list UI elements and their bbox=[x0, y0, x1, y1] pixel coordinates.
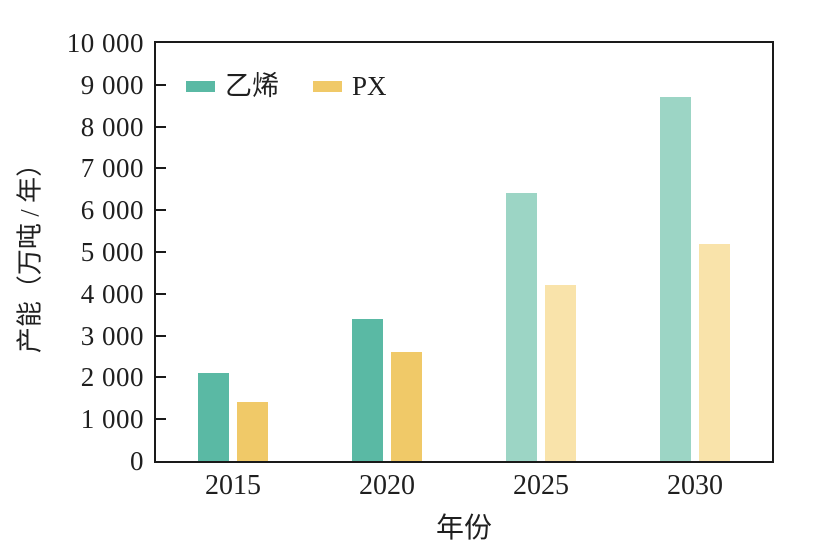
y-tick-mark bbox=[156, 83, 166, 86]
y-tick-label: 5 000 bbox=[80, 237, 144, 267]
y-tick-label: 3 000 bbox=[80, 320, 144, 351]
y-tick-mark bbox=[156, 167, 166, 170]
bar-ethylene-2020 bbox=[352, 318, 383, 461]
y-tick-mark bbox=[156, 209, 166, 212]
x-tick-label: 2025 bbox=[513, 470, 569, 501]
bar-px-2025 bbox=[545, 285, 576, 461]
bar-px-2030 bbox=[699, 243, 730, 461]
y-tick-label: 2 000 bbox=[80, 362, 144, 393]
y-tick-label: 9 000 bbox=[80, 69, 144, 100]
y-tick-mark bbox=[156, 125, 166, 128]
y-tick-mark bbox=[156, 418, 166, 421]
y-tick-label: 8 000 bbox=[80, 111, 144, 142]
bar-ethylene-2025 bbox=[506, 193, 537, 461]
x-tick-label: 2030 bbox=[667, 470, 723, 501]
plot-area: 乙烯 PX bbox=[154, 41, 774, 463]
y-tick-mark bbox=[156, 251, 166, 253]
y-tick-label: 1 000 bbox=[80, 404, 144, 435]
bar-px-2015 bbox=[237, 402, 268, 461]
y-tick-mark bbox=[156, 334, 166, 337]
legend-label-px: PX bbox=[352, 71, 387, 101]
y-tick-label: 6 000 bbox=[80, 195, 144, 226]
y-tick-label: 7 000 bbox=[80, 153, 144, 184]
bar-px-2020 bbox=[391, 352, 422, 461]
x-tick-label: 2020 bbox=[359, 470, 415, 501]
legend-swatch-px-icon bbox=[313, 80, 342, 92]
y-tick-label: 10 000 bbox=[66, 28, 144, 58]
y-tick-label: 4 000 bbox=[80, 278, 144, 309]
y-tick-mark bbox=[156, 292, 166, 295]
bar-ethylene-2030 bbox=[660, 97, 691, 461]
x-tick-label: 2015 bbox=[205, 470, 261, 501]
bar-ethylene-2015 bbox=[198, 373, 229, 461]
y-tick-mark bbox=[156, 376, 166, 379]
legend: 乙烯 PX bbox=[186, 71, 421, 101]
legend-swatch-ethylene-icon bbox=[186, 80, 215, 92]
legend-label-ethylene: 乙烯 bbox=[225, 71, 279, 101]
y-tick-label: 0 bbox=[130, 446, 144, 476]
x-axis-title: 年份 bbox=[435, 513, 492, 544]
